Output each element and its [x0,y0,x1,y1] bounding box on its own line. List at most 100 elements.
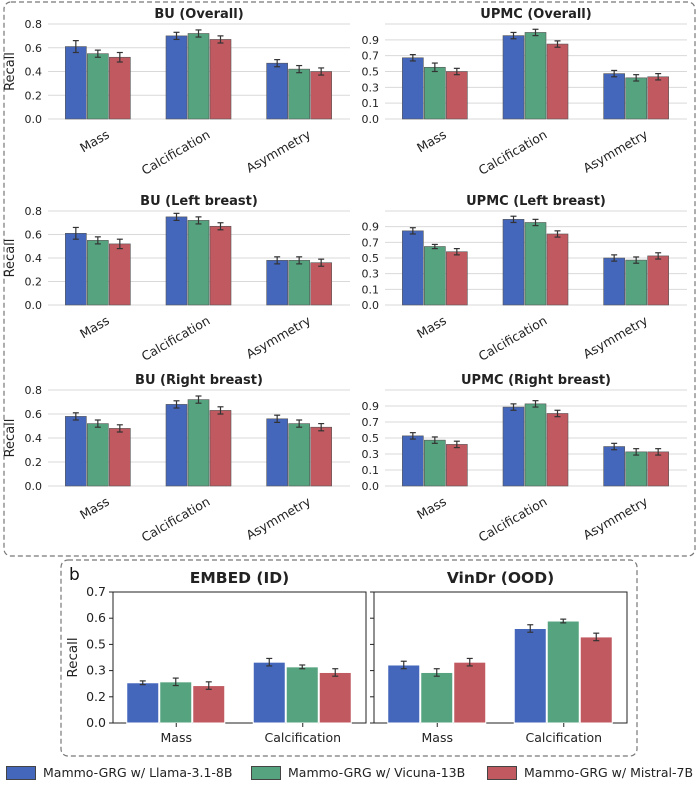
x-tick-label: Asymmetry [243,312,313,361]
y-tick-label: 0.7 [362,50,380,63]
y-tick-label: 0.2 [25,276,43,289]
bar [424,246,446,306]
chart-title: UPMC (Right breast) [461,373,611,388]
y-tick-label: 0.2 [25,456,43,469]
bar [446,71,468,120]
bar [126,682,160,724]
x-tick-label: Calcification [476,313,550,364]
bar [209,410,232,487]
y-tick-label: 0.5 [362,252,380,265]
x-tick-label: Asymmetry [580,312,650,361]
bar [524,32,547,120]
bar [446,251,468,306]
legend-label-mistral: Mammo-GRG w/ Mistral-7B [524,765,694,780]
bar [159,681,193,724]
x-tick-label: Mass [161,730,192,745]
x-tick-label: Calcification [525,730,602,745]
y-tick-label: 0.9 [362,34,380,47]
y-tick-label: 0.0 [362,299,380,312]
bar [165,216,188,306]
legend-item-llama: Mammo-GRG w/ Llama-3.1-8B [6,765,232,780]
x-tick-label: Calcification [139,313,213,364]
bar [502,406,525,487]
bar [579,636,613,724]
bar [625,77,647,120]
chart-7: VinDr (OOD) Mass Calcification [370,569,628,745]
bar [288,68,310,120]
y-tick-label: 0.7 [362,236,380,249]
y-tick-label: 0.3 [86,663,106,678]
bar [192,685,226,724]
bar [647,255,669,306]
y-axis-label: Recall [3,419,18,458]
chart-title: BU (Right breast) [135,373,263,388]
legend-swatch-mistral [487,765,517,780]
y-tick-label: 0.8 [25,205,43,218]
bar [603,257,625,306]
bar [546,413,569,487]
chart-0: 0.0 0.2 0.4 0.6 0.8 BU (Overall) Recall Mass Cal… [3,7,350,178]
bar [603,446,625,487]
y-tick-label: 0.0 [362,113,380,126]
chart-2: 0.0 0.2 0.4 0.6 0.8 BU (Left breast) Recall Mas… [3,194,350,364]
x-tick-label: Mass [77,127,112,156]
bar [647,451,669,487]
bar [266,418,288,487]
bar [65,416,87,487]
bar [625,259,647,306]
x-tick-label: Mass [422,730,453,745]
bar [524,403,547,487]
y-tick-label: 0.2 [25,89,43,102]
legend-swatch-llama [6,765,36,780]
x-tick-label: Calcification [476,494,550,545]
chart-title: BU (Left breast) [140,194,258,209]
y-tick-label: 0.1 [362,97,380,110]
y-tick-label: 0.5 [362,66,380,79]
chart-1: 0.0 0.1 0.3 0.5 0.7 0.9 UPMC (Overall) Mass Calc… [362,7,687,178]
x-tick-label: Calcification [139,127,213,178]
bar [252,661,286,724]
bar [625,451,647,487]
bar [318,671,352,724]
y-tick-label: 0.8 [25,18,43,31]
chart-title: BU (Overall) [154,7,243,22]
y-tick-label: 0.0 [25,299,43,312]
bar [109,243,131,306]
y-tick-label: 0.4 [25,252,43,265]
bar [502,219,525,306]
bar [266,62,288,120]
bar [288,260,310,306]
y-tick-label: 0.6 [25,229,43,242]
panel-b-label: b [69,565,80,585]
chart-6: 0.0 0.2 0.3 0.5 0.6 0.7 EMBED (ID) Recall Mass Ca… [65,569,367,745]
bar [288,423,310,487]
chart-5: 0.0 0.1 0.3 0.5 0.7 0.9 UPMC (Right breast) Mas… [362,373,687,545]
x-tick-label: Calcification [476,127,550,178]
figure-canvas: 0.0 0.2 0.4 0.6 0.8 BU (Overall) Recall Mass Cal… [3,1,696,757]
chart-4: 0.0 0.2 0.4 0.6 0.8 BU (Right breast) Recall Ma… [3,373,350,545]
x-tick-label: Calcification [264,730,341,745]
y-tick-label: 0.1 [362,464,380,477]
bar [502,35,525,120]
x-tick-label: Mass [77,494,112,523]
bar [387,664,421,724]
bar [165,404,188,487]
chart-title: UPMC (Left breast) [466,194,606,209]
bar [266,260,288,306]
bar [285,666,319,724]
bar [310,71,332,120]
bar [310,426,332,487]
bar [446,444,468,487]
y-tick-label: 0.6 [86,610,106,625]
y-tick-label: 0.0 [362,480,380,493]
bar [209,39,232,120]
chart-3: 0.0 0.1 0.3 0.5 0.7 0.9 UPMC (Left breast) Mass… [362,194,687,364]
bar [453,661,487,724]
y-tick-label: 0.7 [362,416,380,429]
bar [65,46,87,120]
legend-label-llama: Mammo-GRG w/ Llama-3.1-8B [43,765,233,780]
bar [310,262,332,306]
bar [402,57,424,120]
y-tick-label: 0.6 [25,408,43,421]
bar [513,627,547,724]
